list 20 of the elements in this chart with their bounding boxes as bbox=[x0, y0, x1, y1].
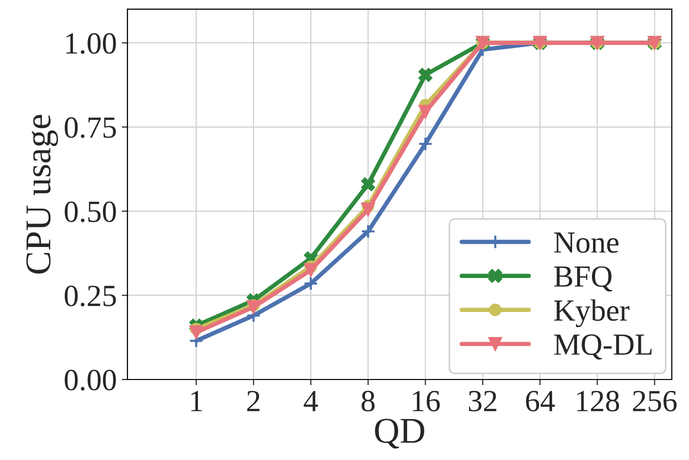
y-tick-label: 0.00 bbox=[64, 370, 116, 391]
legend-label: BFQ bbox=[554, 266, 612, 292]
legend-label: None bbox=[554, 232, 618, 253]
y-tick-label: 0.50 bbox=[64, 201, 116, 222]
x-tick-label: 16 bbox=[412, 390, 440, 412]
y-axis-title: CPU usage bbox=[26, 114, 58, 274]
y-tick-label: 0.25 bbox=[64, 286, 116, 306]
x-tick-label: 32 bbox=[468, 390, 496, 412]
x-tick-label: 4 bbox=[304, 391, 318, 412]
legend-label: MQ-DL bbox=[554, 334, 652, 360]
x-tick-label: 8 bbox=[362, 390, 375, 412]
x-tick-label: 64 bbox=[526, 390, 555, 412]
x-axis-title: QD bbox=[375, 418, 424, 449]
x-tick-label: 2 bbox=[247, 390, 260, 412]
x-tick-label: 128 bbox=[577, 390, 620, 412]
x-tick-label: 256 bbox=[633, 390, 677, 412]
y-tick-label: 0.75 bbox=[64, 117, 116, 138]
y-tick-label: 1.00 bbox=[66, 33, 116, 54]
x-tick-label: 1 bbox=[191, 390, 202, 412]
legend-label: Kyber bbox=[554, 299, 630, 328]
